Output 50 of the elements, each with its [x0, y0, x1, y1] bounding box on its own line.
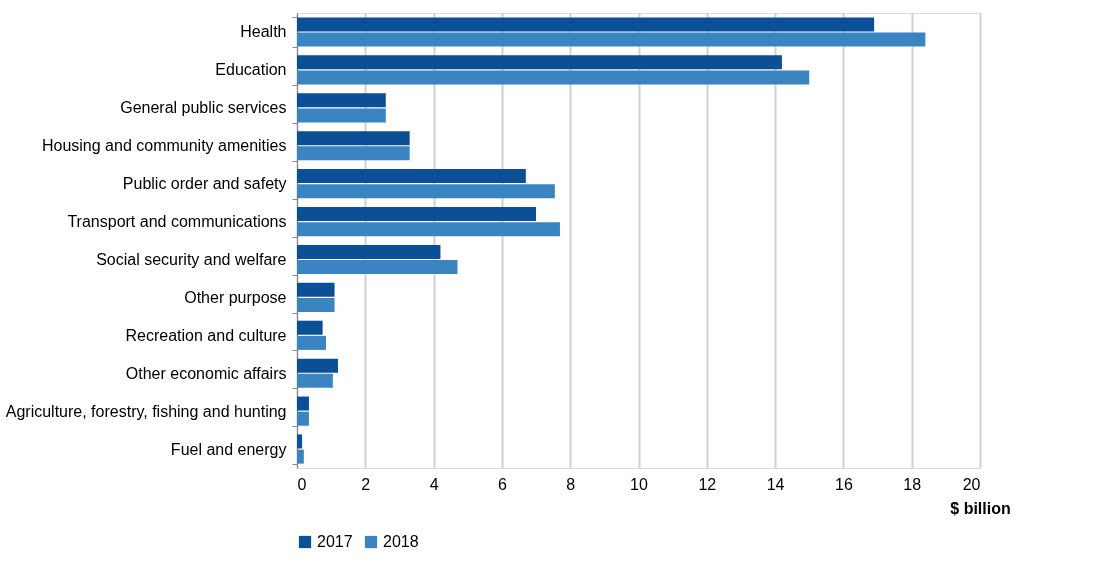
- bar: [297, 260, 458, 275]
- y-tick-label: Social security and welfare: [96, 250, 287, 268]
- bar: [297, 373, 333, 388]
- bar: [297, 55, 782, 70]
- y-tick-label: Transport and communications: [67, 213, 287, 231]
- x-tick-label: 8: [566, 475, 576, 493]
- x-tick-label: 4: [429, 475, 439, 493]
- bar: [297, 70, 810, 85]
- y-tick-label: Other economic affairs: [125, 364, 287, 382]
- y-tick-label: Education: [215, 61, 287, 79]
- x-axis-title: $ billion: [950, 499, 1011, 517]
- x-tick-label: 18: [903, 475, 922, 493]
- bar: [297, 17, 875, 32]
- y-tick-label: Recreation and culture: [125, 326, 287, 344]
- bar: [297, 282, 335, 297]
- legend-label: 2017: [317, 533, 353, 550]
- bar: [297, 184, 555, 199]
- x-tick-label: 20: [962, 475, 981, 493]
- y-tick-label: Agriculture, forestry, fishing and hunting: [5, 402, 287, 420]
- y-tick-label: Other purpose: [184, 288, 287, 306]
- bar: [297, 206, 537, 221]
- x-tick-label: 2: [361, 475, 371, 493]
- y-tick-label: General public services: [120, 99, 287, 117]
- bar: [297, 434, 303, 449]
- x-tick-label: 0: [297, 475, 307, 493]
- bar: [297, 146, 410, 161]
- bar: [297, 411, 309, 426]
- bar: [297, 108, 386, 123]
- bar: [297, 335, 327, 350]
- bar: [297, 297, 335, 312]
- x-tick-label: 10: [630, 475, 648, 493]
- legend-label: 2018: [383, 533, 419, 550]
- bar: [297, 358, 338, 373]
- bar: [297, 93, 386, 108]
- x-tick-label: 12: [698, 475, 717, 493]
- y-tick-label: Public order and safety: [122, 175, 287, 193]
- bar: [297, 396, 309, 411]
- bar: [297, 320, 323, 335]
- bar: [297, 222, 560, 237]
- y-tick-label: Health: [240, 23, 287, 41]
- bar: [297, 131, 410, 146]
- bar: [297, 449, 304, 464]
- bar: [297, 244, 441, 259]
- x-tick-label: 14: [766, 475, 785, 493]
- bar: [297, 32, 926, 47]
- bar: [297, 169, 526, 184]
- x-tick-label: 16: [835, 475, 853, 493]
- x-tick-label: 6: [497, 475, 507, 493]
- y-tick-label: Fuel and energy: [170, 440, 287, 458]
- y-tick-label: Housing and community amenities: [41, 137, 287, 155]
